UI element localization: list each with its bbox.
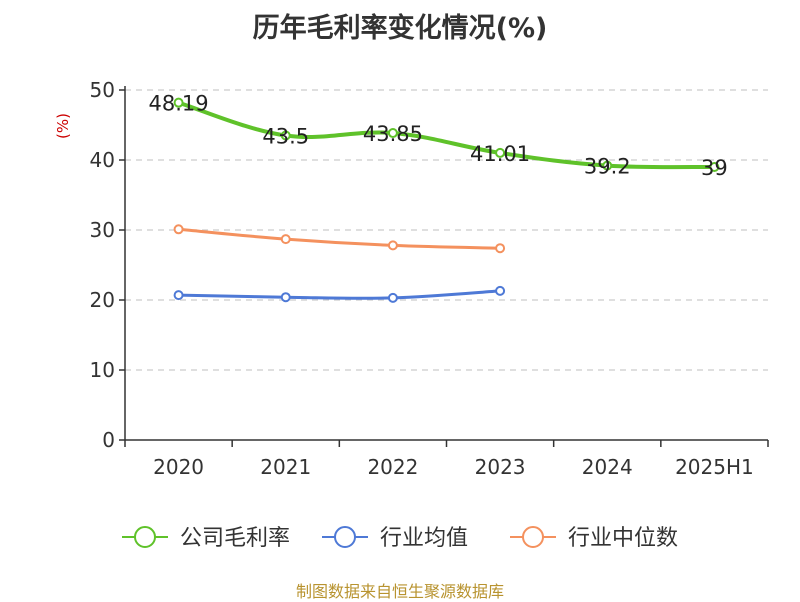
y-tick-label: 40 [90,148,115,172]
legend-marker [134,526,156,548]
data-label: 48.19 [149,92,209,116]
y-tick-label: 30 [90,218,115,242]
data-label: 39.2 [584,155,631,179]
data-point [495,147,506,158]
data-label: 43.5 [262,125,309,149]
data-point [387,240,398,251]
data-label-layer: 48.19 43.5 43.85 41.01 39.2 39 [149,92,728,180]
series-line-2 [177,289,502,300]
data-point [387,128,398,139]
data-point [709,162,720,172]
legend: 公司毛利率 行业均值 行业中位数 [122,526,678,551]
y-tick-label: 0 [102,428,115,452]
legend-label: 行业中位数 [568,526,678,551]
series-line-3 [177,227,502,250]
x-tick-label: 2023 [475,455,526,479]
data-label: 39 [701,156,728,180]
y-axis-label: (%) [54,113,72,139]
y-tick-label: 10 [90,358,115,382]
y-tick-label: 20 [90,288,115,312]
x-tick-label: 2022 [367,455,418,479]
series-layer [173,97,720,303]
data-label: 43.85 [363,122,423,146]
x-tick-label: 2024 [582,455,633,479]
data-point [173,224,184,235]
source-note: 制图数据来自恒生聚源数据库 [295,582,504,601]
data-point [495,285,506,296]
grid-layer [125,89,768,371]
data-point [602,160,613,171]
y-tick-label: 50 [90,78,115,102]
data-point [280,292,291,303]
data-point [173,97,184,108]
data-point [280,130,291,141]
x-tick-label: 2021 [260,455,311,479]
x-tick-label: 2025H1 [675,455,754,479]
data-point [387,292,398,303]
data-point [495,243,506,254]
legend-marker [334,526,356,548]
data-point [280,234,291,245]
x-tick-label: 2020 [153,455,204,479]
axis-layer: 0 10 20 30 40 50 2020 2021 2022 2023 2024 2025H1 (%) [54,78,769,479]
legend-label: 行业均值 [380,526,468,551]
chart-title: 历年毛利率变化情况(%) [252,13,548,44]
data-point [173,290,184,301]
legend-marker [522,526,544,548]
legend-label: 公司毛利率 [180,526,290,551]
series-line-1 [176,100,717,170]
data-label: 41.01 [470,142,530,166]
